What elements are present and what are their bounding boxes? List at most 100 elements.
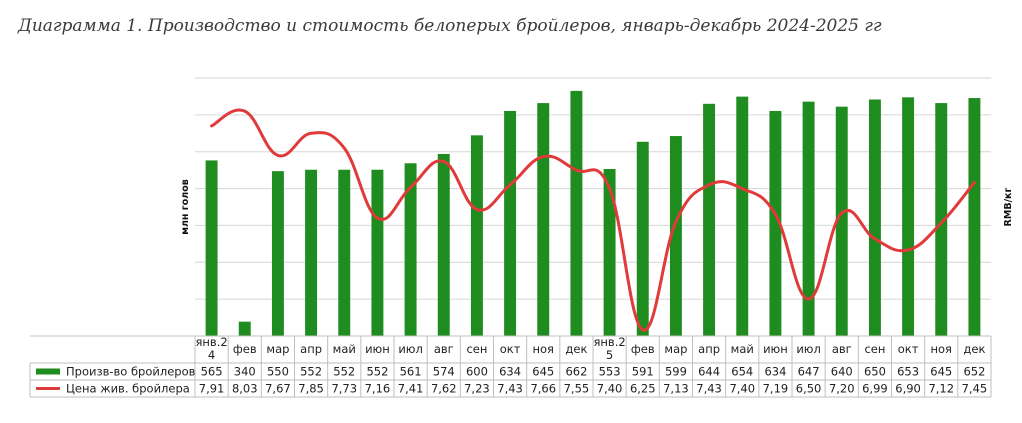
data-label-price: 7,73 [331,382,357,396]
data-label-production: 654 [731,365,753,379]
data-label-production: 552 [333,365,355,379]
x-tick-label: 5 [606,348,613,362]
x-tick-label: мар [266,342,289,356]
data-label-price: 7,40 [729,382,755,396]
data-label-production: 644 [698,365,720,379]
data-label-price: 6,90 [895,382,921,396]
data-label-production: 550 [267,365,289,379]
bar [769,110,782,336]
x-tick-label: июл [796,342,821,356]
x-tick-label: ноя [533,342,554,356]
data-label-production: 662 [565,365,587,379]
data-label-production: 640 [831,365,853,379]
bar [437,153,450,336]
bar [636,141,649,336]
x-tick-label: апр [698,342,720,356]
bar [504,110,517,336]
data-label-price: 7,55 [564,382,590,396]
y2-axis-label: RMB/кг [1003,188,1014,227]
bar [338,169,351,336]
x-tick-label: ноя [931,342,952,356]
data-label-production: 634 [764,365,786,379]
data-label-price: 7,91 [199,382,225,396]
bar [935,103,948,336]
bar [470,135,483,336]
data-label-price: 7,16 [365,382,391,396]
data-label-production: 600 [466,365,488,379]
x-tick-label: окт [500,342,521,356]
bar [238,321,251,336]
x-tick-label: янв.2 [593,335,625,349]
data-label-price: 7,20 [829,382,855,396]
x-tick-label: май [333,342,356,356]
data-label-price: 7,66 [530,382,556,396]
bar [736,96,749,336]
legend-swatch-production [36,368,60,375]
bar [271,171,284,336]
data-label-price: 7,43 [497,382,523,396]
bar [902,97,915,336]
data-label-price: 6,50 [796,382,822,396]
data-label-production: 591 [632,365,654,379]
x-tick-label: фев [233,342,257,356]
data-label-production: 653 [897,365,919,379]
bar [205,160,218,336]
bar [802,101,815,337]
data-label-price: 7,85 [298,382,324,396]
x-tick-label: дек [565,342,587,356]
data-label-price: 7,41 [398,382,424,396]
data-label-production: 645 [532,365,554,379]
data-label-price: 6,25 [630,382,656,396]
x-tick-label: май [731,342,754,356]
x-tick-label: сен [466,342,487,356]
bar [371,169,384,336]
data-label-price: 7,40 [597,382,623,396]
bar [968,98,981,336]
data-label-production: 552 [300,365,322,379]
bar-series [205,90,981,337]
data-label-production: 340 [234,365,256,379]
data-label-production: 552 [366,365,388,379]
x-tick-label: июн [365,342,390,356]
bar [603,169,616,336]
data-label-production: 599 [665,365,687,379]
x-tick-label: янв.2 [195,335,227,349]
data-label-price: 7,45 [962,382,988,396]
chart-title: Диаграмма 1. Производство и стоимость бе… [18,16,882,36]
data-label-price: 7,19 [763,382,789,396]
data-label-price: 8,03 [232,382,258,396]
legend-label-price: Цена жив. бройлера [66,382,190,396]
price-line [210,108,976,332]
legend-label-production: Произв-во бройлеров [66,365,196,379]
x-tick-label: июн [763,342,788,356]
data-label-price: 7,13 [663,382,689,396]
x-tick-label: дек [963,342,985,356]
data-label-production: 647 [798,365,820,379]
x-tick-label: авг [434,342,454,356]
data-label-price: 7,12 [928,382,954,396]
x-tick-label: мар [664,342,687,356]
x-tick-label: сен [864,342,885,356]
x-tick-label: 4 [208,348,215,362]
x-tick-label: июл [398,342,423,356]
data-label-production: 645 [930,365,952,379]
data-label-production: 652 [963,365,985,379]
data-label-price: 7,67 [265,382,291,396]
data-label-production: 553 [599,365,621,379]
data-label-production: 565 [201,365,223,379]
x-tick-label: авг [832,342,852,356]
data-label-production: 561 [400,365,422,379]
bar [669,136,682,336]
data-label-price: 7,43 [696,382,722,396]
x-tick-label: окт [898,342,919,356]
data-label-production: 574 [433,365,455,379]
bar [835,106,848,337]
bar [570,90,583,337]
bar [305,169,318,336]
bar [404,163,417,336]
y-axis-label: млн голов [180,179,191,235]
data-table: янв.24 фев мар апр май июн июл авг сен окт ноя дек я… [29,335,992,398]
bar [868,99,881,336]
data-label-production: 634 [499,365,521,379]
